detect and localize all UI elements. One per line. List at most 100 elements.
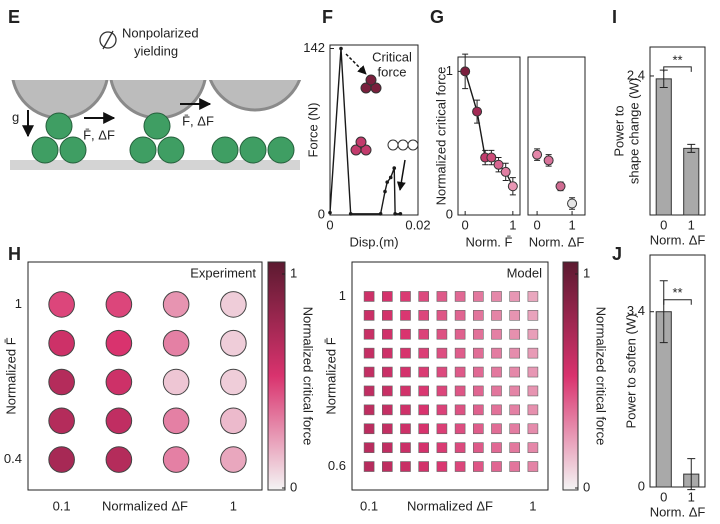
cell [400, 291, 411, 302]
point [460, 66, 471, 77]
y-tick-label: 0 [638, 478, 645, 493]
arrow-label: F̄, ΔF [83, 127, 115, 142]
point [500, 166, 511, 177]
cell [491, 347, 502, 359]
cell [436, 310, 448, 321]
plot-frame [27, 261, 263, 491]
cell [527, 328, 539, 340]
y-axis-label: Normalized F̄ [323, 337, 338, 414]
y-axis-label: shape change (W) [626, 78, 641, 184]
panel-label: G [430, 7, 444, 27]
cell [400, 347, 411, 359]
cell [436, 347, 448, 359]
cell [472, 310, 484, 321]
point [543, 155, 554, 166]
photo-panel: E Nonpolarized yielding g F̄, ΔF F̄, ΔF [8, 7, 302, 170]
x-tick-label: 0 [533, 217, 540, 232]
cell [400, 442, 411, 453]
cell [472, 461, 484, 472]
cell [454, 328, 466, 340]
x-tick-label: 1 [688, 217, 695, 232]
point [567, 198, 578, 209]
cell [381, 385, 393, 397]
cell [105, 407, 133, 435]
cell [220, 368, 247, 396]
cell [509, 461, 521, 472]
error-bar [659, 280, 668, 344]
cell [472, 366, 484, 378]
y-tick-label: 142 [303, 40, 325, 55]
point [555, 181, 566, 192]
cell [363, 404, 375, 416]
x-tick-label: 0 [326, 217, 333, 232]
colorbar-tick-label: 0 [583, 479, 590, 494]
cell [418, 291, 430, 302]
cell [454, 385, 466, 397]
plot-frame [329, 44, 419, 216]
y-tick-label: 0.6 [328, 458, 346, 473]
cell [105, 291, 133, 318]
cell [363, 291, 375, 302]
plot-frame [457, 56, 521, 216]
cell [400, 328, 411, 340]
cell [491, 404, 502, 416]
error-bar [687, 458, 696, 491]
cell [418, 423, 430, 435]
cell [509, 366, 521, 378]
cell [472, 347, 484, 359]
cell [381, 347, 393, 359]
colorbar-tick-label: 1 [290, 265, 297, 280]
caption: Nonpolarized [122, 25, 199, 40]
point [486, 152, 497, 163]
cell [418, 366, 430, 378]
panel-label: I [612, 7, 617, 27]
cell [454, 347, 466, 359]
panel-label: J [612, 244, 622, 264]
cell [527, 423, 539, 435]
x-axis-label: Normalized ΔF [102, 498, 188, 513]
cell [491, 423, 502, 435]
cell [418, 328, 430, 340]
x-tick-label: 0.02 [405, 217, 430, 232]
significance-bracket [663, 66, 692, 72]
cell [509, 310, 521, 321]
cell [381, 291, 393, 302]
x-tick-label: 0 [462, 217, 469, 232]
caption: yielding [134, 43, 178, 58]
plot-frame [527, 56, 586, 216]
y-tick-label: 2.4 [627, 67, 645, 82]
vertex [339, 46, 343, 51]
cell [472, 442, 484, 453]
icon-slash [102, 30, 114, 50]
x-axis-label: Norm. ΔF [529, 234, 585, 249]
y-tick-label: 1 [446, 63, 453, 78]
cell [400, 461, 411, 472]
cell [491, 385, 502, 397]
cell [48, 407, 75, 435]
colorbar [267, 261, 286, 491]
cell [418, 310, 430, 321]
cell [527, 461, 539, 472]
cell [436, 385, 448, 397]
cell [418, 385, 430, 397]
x-tick-label: 0 [660, 489, 667, 504]
x-axis-label: Disp.(m) [349, 234, 398, 249]
cell [381, 404, 393, 416]
cell [400, 366, 411, 378]
vertex [385, 180, 390, 184]
colorbar-label: Normalized critical force [301, 307, 316, 446]
cell [48, 291, 75, 318]
y-axis-label: Normalized F̄ [3, 337, 18, 414]
colorbar-tick-label: 0 [290, 479, 297, 494]
error-bar [687, 143, 696, 153]
annotation: force [378, 64, 407, 79]
vertex [393, 212, 397, 216]
x-tick-label: 1 [529, 498, 536, 513]
cell [454, 442, 466, 453]
point [493, 159, 504, 170]
cell [363, 328, 375, 340]
cell [491, 461, 502, 472]
line [329, 48, 401, 215]
cell [400, 423, 411, 435]
cell [436, 423, 448, 435]
